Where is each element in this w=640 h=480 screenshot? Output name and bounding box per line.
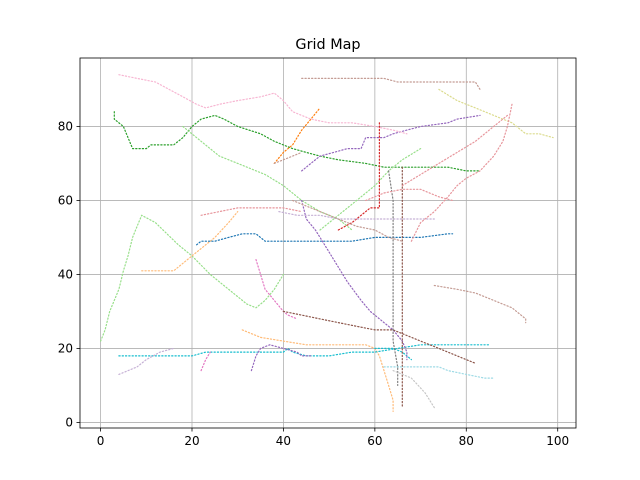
route-line-33: [392, 370, 435, 409]
axes-frame: [79, 57, 577, 429]
route-line-26: [118, 74, 408, 135]
axis-ticks: 0 20 40 60 80 100 0 20 40 60 80: [58, 119, 569, 448]
route-line-8: [196, 233, 454, 246]
x-tick-label: 40: [276, 434, 291, 448]
route-line-11: [301, 114, 481, 172]
x-tick-label: 80: [459, 434, 474, 448]
route-line-13: [250, 344, 312, 372]
route-line-21: [278, 211, 435, 220]
route-line-29: [410, 103, 513, 242]
route-line-19: [388, 170, 399, 386]
route-line-6: [141, 211, 239, 272]
route-line-15: [255, 259, 298, 320]
route-line-14: [200, 351, 211, 372]
route-line-17: [282, 310, 476, 364]
y-tick-label: 80: [58, 119, 73, 133]
grid-lines: [80, 58, 576, 428]
route-line-31: [365, 188, 454, 202]
route-line-32: [383, 366, 495, 379]
route-line-27: [438, 88, 554, 139]
y-tick-label: 0: [65, 415, 73, 429]
y-tick-label: 40: [58, 267, 73, 281]
route-line-20: [118, 347, 175, 375]
x-tick-label: 60: [367, 434, 382, 448]
route-line-25: [301, 77, 481, 91]
route-line-7: [241, 329, 394, 412]
route-line-24: [433, 284, 527, 324]
route-line-12: [301, 199, 408, 361]
x-tick-label: 0: [97, 434, 105, 448]
route-line-4: [319, 148, 422, 231]
route-line-28: [200, 207, 303, 216]
y-tick-label: 20: [58, 341, 73, 355]
route-line-22: [273, 151, 303, 164]
route-line-30: [401, 114, 508, 187]
route-line-23: [292, 199, 403, 242]
route-line-16: [337, 122, 380, 231]
x-tick-label: 100: [546, 434, 569, 448]
y-tick-label: 60: [58, 193, 73, 207]
x-tick-label: 20: [184, 434, 199, 448]
route-line-5: [273, 107, 321, 164]
route-line-2: [99, 214, 284, 342]
chart-title: Grid Map: [295, 37, 360, 53]
route-series: [99, 74, 554, 412]
route-line-9: [118, 344, 490, 357]
